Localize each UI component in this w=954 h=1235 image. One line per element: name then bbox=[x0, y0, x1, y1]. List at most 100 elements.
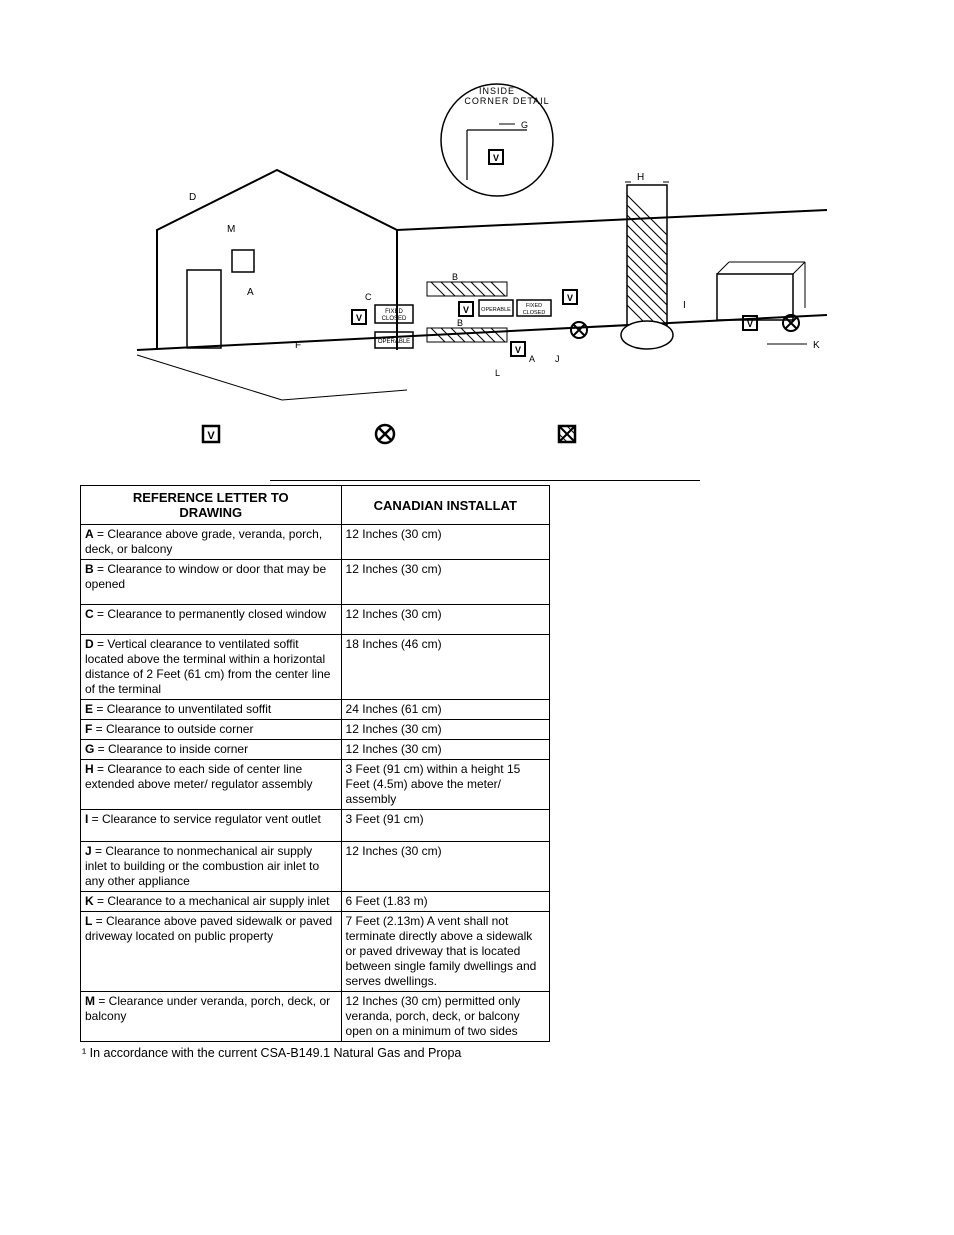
header-ref-line2: DRAWING bbox=[179, 505, 242, 520]
reference-cell: G = Clearance to inside corner bbox=[81, 740, 342, 760]
svg-text:INSIDE: INSIDE bbox=[479, 86, 515, 96]
reference-cell: M = Clearance under veranda, porch, deck… bbox=[81, 992, 342, 1042]
value-cell: 3 Feet (91 cm) bbox=[341, 810, 549, 842]
svg-text:OPERABLE: OPERABLE bbox=[481, 307, 511, 313]
svg-text:K: K bbox=[813, 340, 820, 351]
reference-desc: = Clearance to unventilated soffit bbox=[93, 702, 271, 716]
value-cell: 12 Inches (30 cm) bbox=[341, 605, 549, 635]
reference-letter: G bbox=[85, 742, 94, 756]
reference-desc: = Clearance above grade, veranda, porch,… bbox=[85, 527, 322, 556]
reference-letter: J bbox=[85, 844, 92, 858]
svg-text:CLOSED: CLOSED bbox=[523, 310, 546, 316]
value-cell: 12 Inches (30 cm) bbox=[341, 560, 549, 605]
vent-clearance-diagram: V FIXED CLOSED OPERABLE C V OPERABLE FIX… bbox=[127, 80, 827, 460]
footnote: ¹ In accordance with the current CSA-B14… bbox=[82, 1046, 550, 1060]
reference-cell: J = Clearance to nonmechanical air suppl… bbox=[81, 842, 342, 892]
reference-cell: H = Clearance to each side of center lin… bbox=[81, 760, 342, 810]
value-cell: 12 Inches (30 cm) bbox=[341, 740, 549, 760]
diagram-container: V FIXED CLOSED OPERABLE C V OPERABLE FIX… bbox=[80, 80, 874, 460]
table-row: K = Clearance to a mechanical air supply… bbox=[81, 892, 550, 912]
svg-text:B: B bbox=[457, 318, 463, 328]
svg-text:F: F bbox=[295, 340, 301, 351]
reference-cell: F = Clearance to outside corner bbox=[81, 720, 342, 740]
reference-desc: = Clearance to inside corner bbox=[94, 742, 248, 756]
reference-cell: C = Clearance to permanently closed wind… bbox=[81, 605, 342, 635]
value-cell: 12 Inches (30 cm) bbox=[341, 525, 549, 560]
svg-text:V: V bbox=[493, 153, 499, 163]
svg-text:V: V bbox=[463, 305, 469, 315]
table-row: M = Clearance under veranda, porch, deck… bbox=[81, 992, 550, 1042]
table-row: G = Clearance to inside corner12 Inches … bbox=[81, 740, 550, 760]
table-body: A = Clearance above grade, veranda, porc… bbox=[81, 525, 550, 1042]
reference-letter: D bbox=[85, 637, 94, 651]
reference-cell: E = Clearance to unventilated soffit bbox=[81, 700, 342, 720]
reference-desc: = Clearance to each side of center line … bbox=[85, 762, 312, 791]
value-cell: 7 Feet (2.13m) A vent shall not terminat… bbox=[341, 912, 549, 992]
value-cell: 12 Inches (30 cm) bbox=[341, 720, 549, 740]
table-top-rule bbox=[270, 480, 700, 481]
value-cell: 12 Inches (30 cm) bbox=[341, 842, 549, 892]
reference-cell: I = Clearance to service regulator vent … bbox=[81, 810, 342, 842]
reference-desc: = Clearance under veranda, porch, deck, … bbox=[85, 994, 330, 1023]
reference-cell: K = Clearance to a mechanical air supply… bbox=[81, 892, 342, 912]
svg-text:FIXED: FIXED bbox=[526, 303, 542, 309]
header-canadian: CANADIAN INSTALLAT bbox=[341, 486, 549, 525]
value-cell: 24 Inches (61 cm) bbox=[341, 700, 549, 720]
svg-text:A: A bbox=[247, 287, 254, 298]
svg-text:V: V bbox=[567, 293, 573, 303]
svg-text:D: D bbox=[189, 192, 196, 203]
table-row: J = Clearance to nonmechanical air suppl… bbox=[81, 842, 550, 892]
table-row: B = Clearance to window or door that may… bbox=[81, 560, 550, 605]
table-row: I = Clearance to service regulator vent … bbox=[81, 810, 550, 842]
reference-letter: K bbox=[85, 894, 94, 908]
svg-text:A: A bbox=[529, 354, 535, 364]
svg-text:V: V bbox=[515, 345, 521, 355]
reference-desc: = Clearance to nonmechanical air supply … bbox=[85, 844, 319, 888]
reference-desc: = Clearance above paved sidewalk or pave… bbox=[85, 914, 332, 943]
reference-cell: A = Clearance above grade, veranda, porc… bbox=[81, 525, 342, 560]
svg-text:V: V bbox=[747, 319, 753, 329]
reference-letter: C bbox=[85, 607, 94, 621]
header-reference: REFERENCE LETTER TO DRAWING bbox=[81, 486, 342, 525]
reference-letter: M bbox=[85, 994, 95, 1008]
reference-cell: L = Clearance above paved sidewalk or pa… bbox=[81, 912, 342, 992]
reference-letter: H bbox=[85, 762, 94, 776]
reference-desc: = Clearance to window or door that may b… bbox=[85, 562, 326, 591]
reference-desc: = Clearance to a mechanical air supply i… bbox=[94, 894, 330, 908]
svg-text:C: C bbox=[365, 292, 372, 302]
svg-text:H: H bbox=[637, 172, 644, 183]
reference-letter: E bbox=[85, 702, 93, 716]
table-row: A = Clearance above grade, veranda, porc… bbox=[81, 525, 550, 560]
svg-text:B: B bbox=[452, 272, 458, 282]
svg-text:V: V bbox=[207, 430, 215, 442]
table-row: D = Vertical clearance to ventilated sof… bbox=[81, 635, 550, 700]
svg-text:OPERABLE: OPERABLE bbox=[378, 339, 410, 345]
svg-text:I: I bbox=[683, 300, 686, 311]
svg-text:M: M bbox=[227, 224, 235, 235]
reference-desc: = Clearance to service regulator vent ou… bbox=[88, 812, 320, 826]
table-row: E = Clearance to unventilated soffit24 I… bbox=[81, 700, 550, 720]
value-cell: 3 Feet (91 cm) within a height 15 Feet (… bbox=[341, 760, 549, 810]
reference-desc: = Vertical clearance to ventilated soffi… bbox=[85, 637, 330, 696]
svg-text:CORNER DETAIL: CORNER DETAIL bbox=[464, 96, 549, 106]
table-row: C = Clearance to permanently closed wind… bbox=[81, 605, 550, 635]
table-row: F = Clearance to outside corner12 Inches… bbox=[81, 720, 550, 740]
reference-cell: D = Vertical clearance to ventilated sof… bbox=[81, 635, 342, 700]
svg-text:J: J bbox=[555, 354, 560, 364]
svg-text:CLOSED: CLOSED bbox=[382, 316, 407, 322]
reference-cell: B = Clearance to window or door that may… bbox=[81, 560, 342, 605]
header-ref-line1: REFERENCE LETTER TO bbox=[133, 490, 289, 505]
clearance-table-wrap: REFERENCE LETTER TO DRAWING CANADIAN INS… bbox=[80, 485, 550, 1060]
value-cell: 12 Inches (30 cm) permitted only veranda… bbox=[341, 992, 549, 1042]
reference-desc: = Clearance to outside corner bbox=[92, 722, 253, 736]
value-cell: 6 Feet (1.83 m) bbox=[341, 892, 549, 912]
value-cell: 18 Inches (46 cm) bbox=[341, 635, 549, 700]
table-row: H = Clearance to each side of center lin… bbox=[81, 760, 550, 810]
table-row: L = Clearance above paved sidewalk or pa… bbox=[81, 912, 550, 992]
svg-text:V: V bbox=[356, 313, 362, 323]
reference-letter: B bbox=[85, 562, 94, 576]
clearance-table: REFERENCE LETTER TO DRAWING CANADIAN INS… bbox=[80, 485, 550, 1042]
reference-letter: A bbox=[85, 527, 94, 541]
svg-text:L: L bbox=[495, 368, 500, 378]
svg-text:G: G bbox=[521, 120, 528, 130]
